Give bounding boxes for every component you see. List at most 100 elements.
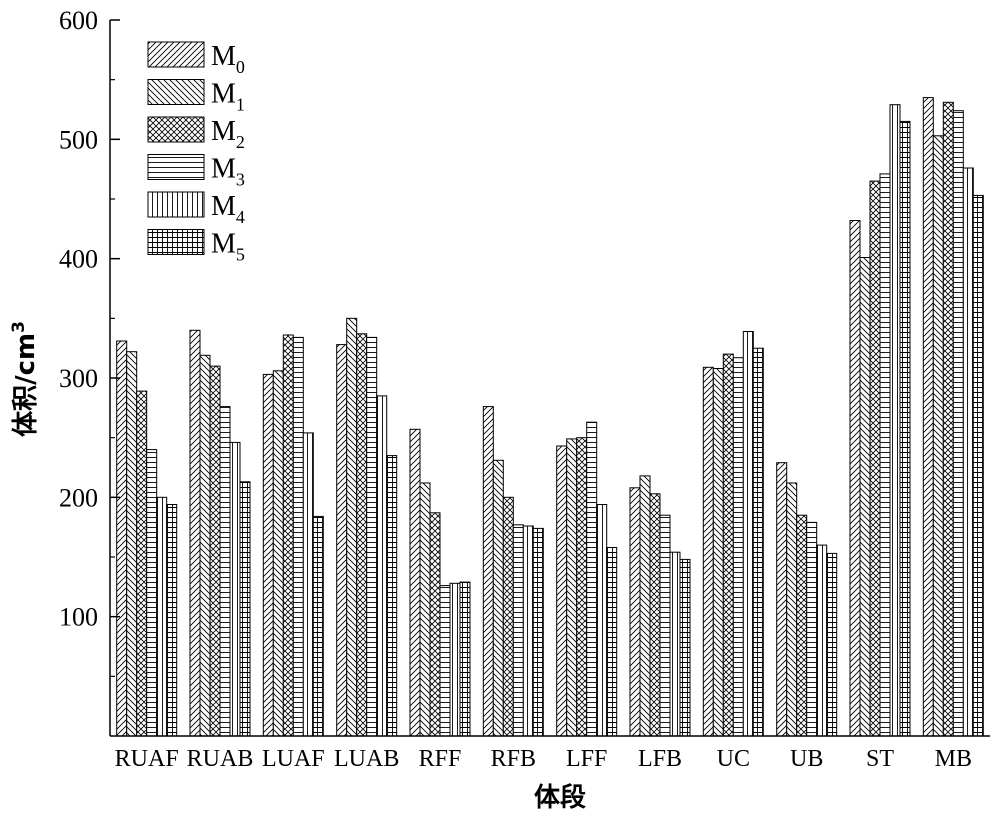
bar-rfb-m1 (492, 459, 504, 737)
bar-luab-m3 (366, 336, 378, 737)
bar-rff-m1 (419, 482, 431, 737)
y-tick-label: 600 (59, 6, 98, 35)
x-tick-label: UB (790, 746, 823, 772)
bar-lff-m0 (556, 445, 568, 737)
bar-lfb-m4 (669, 551, 681, 737)
axes-group: 100 200 300 400 500 600 RUAF RUAB LUAF LUAB RFF RFB… (59, 6, 990, 772)
legend-swatch-m5 (147, 229, 205, 255)
legend-swatch-m4 (147, 191, 205, 218)
bar-ruab-m5 (239, 481, 251, 737)
bar-uc-m0 (702, 366, 714, 737)
bar-ub-m4 (816, 544, 828, 737)
bar-luaf-m0 (262, 373, 274, 737)
y-tick-label: 300 (59, 364, 98, 393)
y-axis-title-superscript: 3 (9, 321, 29, 333)
bar-ruab-m2 (209, 365, 221, 737)
bar-luaf-m5 (312, 515, 324, 737)
bar-uc-m5 (752, 347, 764, 737)
legend-label-m3: M3 (211, 154, 245, 190)
bar-ruaf-m2 (136, 390, 148, 737)
bar-uc-m1 (712, 368, 724, 737)
bar-rff-m3 (439, 585, 451, 737)
bar-rff-m5 (459, 581, 471, 737)
bar-luaf-m2 (282, 334, 294, 737)
x-tick-label: UC (717, 746, 750, 772)
legend-label-m2: M2 (211, 116, 245, 152)
bars-group (116, 97, 984, 737)
bar-lfb-m1 (639, 475, 651, 737)
bar-rfb-m5 (532, 527, 544, 737)
bar-mb-m5 (972, 194, 984, 737)
bar-mb-m4 (962, 167, 974, 737)
x-tick-label: LFF (566, 746, 607, 772)
bar-ruaf-m3 (146, 449, 158, 737)
y-tick-label: 400 (59, 245, 98, 274)
legend-swatch-m0 (147, 41, 205, 68)
bar-st-m1 (859, 257, 871, 737)
bar-rfb-m4 (522, 525, 534, 737)
bar-luaf-m3 (292, 336, 304, 737)
bar-mb-m1 (932, 135, 944, 737)
bar-luab-m0 (336, 344, 348, 737)
bar-mb-m0 (922, 97, 934, 737)
bar-ub-m2 (796, 514, 808, 737)
bar-rfb-m3 (512, 524, 524, 737)
x-axis-title: 体段 (534, 782, 586, 813)
x-tick-label: LFB (638, 746, 682, 772)
y-tick-label: 500 (59, 125, 98, 154)
bar-luab-m2 (356, 333, 368, 737)
bar-ub-m1 (786, 482, 798, 737)
x-tick-label: RUAB (187, 746, 254, 772)
bar-rfb-m2 (502, 496, 514, 737)
bar-rff-m0 (409, 428, 421, 737)
bar-uc-m3 (732, 357, 744, 737)
bar-uc-m2 (722, 353, 734, 737)
bar-lfb-m0 (629, 487, 641, 737)
bar-lfb-m5 (679, 558, 691, 737)
bar-luaf-m1 (272, 370, 284, 737)
bar-lff-m4 (596, 504, 608, 737)
x-tick-label: RFB (491, 746, 536, 772)
bar-ub-m3 (806, 521, 818, 737)
legend-swatch-m3 (147, 154, 205, 180)
bar-st-m3 (879, 173, 891, 737)
legend-label-m1: M1 (211, 79, 245, 115)
x-tick-label: LUAF (262, 746, 325, 772)
bar-ruaf-m5 (166, 504, 178, 737)
bar-rff-m4 (449, 582, 461, 737)
bar-luab-m4 (376, 395, 388, 737)
bar-st-m2 (869, 180, 881, 737)
bar-lff-m5 (606, 547, 618, 737)
bar-lff-m3 (586, 421, 598, 737)
bar-ruab-m4 (229, 441, 241, 737)
x-tick-label: MB (935, 746, 972, 772)
y-tick-label: 100 (59, 603, 98, 632)
bar-luaf-m4 (302, 432, 314, 737)
bar-ruab-m1 (199, 354, 211, 737)
bar-mb-m3 (952, 110, 964, 737)
bar-ub-m0 (776, 462, 788, 737)
bar-st-m5 (899, 120, 911, 737)
bar-mb-m2 (942, 101, 954, 737)
x-tick-label: RFF (419, 746, 462, 772)
legend-swatch-m2 (147, 116, 205, 143)
bar-ruaf-m4 (156, 496, 168, 737)
legend-label-m4: M4 (211, 191, 245, 227)
legend-label-m5: M5 (211, 229, 245, 265)
legend-swatch-m1 (147, 79, 205, 105)
bar-lfb-m2 (649, 493, 661, 737)
bar-rff-m2 (429, 512, 441, 737)
bar-lff-m1 (566, 438, 578, 737)
x-tick-label: LUAB (334, 746, 399, 772)
bar-lfb-m3 (659, 514, 671, 737)
bar-ruab-m3 (219, 406, 231, 737)
y-axis-title-main: 体积/cm (11, 333, 41, 437)
legend-label-m0: M0 (211, 41, 245, 77)
bar-ub-m5 (826, 552, 838, 737)
y-tick-label: 200 (59, 483, 98, 512)
bar-rfb-m0 (482, 406, 494, 737)
bar-lff-m2 (576, 437, 588, 737)
bar-st-m0 (849, 220, 861, 737)
